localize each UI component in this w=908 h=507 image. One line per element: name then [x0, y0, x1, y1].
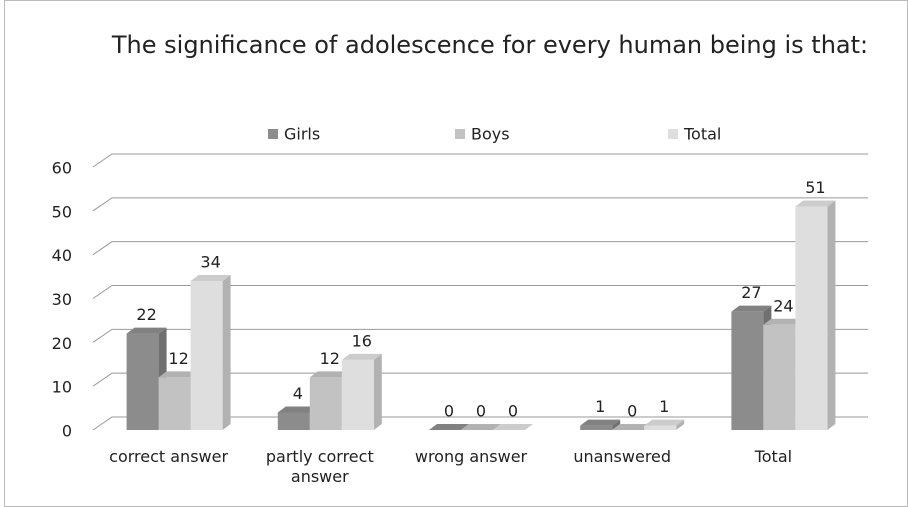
bar: [277, 412, 310, 430]
bar-side: [827, 200, 836, 430]
bar-top: [309, 371, 350, 378]
y-tick-label: 0: [62, 422, 72, 441]
grid-line: [92, 197, 868, 212]
value-label: 1: [595, 397, 605, 416]
value-label: 4: [293, 384, 303, 403]
y-tick-label: 10: [52, 378, 72, 397]
y-tick-label: 30: [52, 290, 72, 309]
legend-label: Total: [683, 125, 721, 144]
bar-top: [461, 424, 501, 430]
bar-top: [277, 406, 318, 413]
x-tick-label: Total: [754, 447, 793, 466]
bar-top: [126, 327, 167, 334]
value-label: 51: [805, 178, 825, 197]
value-label: 0: [627, 402, 637, 421]
bar: [190, 280, 223, 430]
bar-top: [158, 371, 199, 378]
legend-swatch: [455, 129, 465, 139]
legend-label: Boys: [471, 125, 510, 144]
bar: [309, 377, 342, 430]
y-tick-label: 50: [52, 202, 72, 221]
bar-side: [612, 419, 621, 430]
bar: [341, 359, 374, 430]
bar-top: [493, 424, 533, 430]
y-tick-label: 20: [52, 334, 72, 353]
grid-line: [92, 416, 868, 431]
bar-side: [676, 419, 685, 430]
bar-top: [644, 419, 685, 426]
chart-title: The significance of adolescence for ever…: [111, 31, 868, 59]
grid-line: [92, 285, 868, 299]
bar-top: [341, 353, 382, 360]
value-label: 0: [508, 402, 518, 421]
bar: [158, 377, 191, 430]
grid-line: [92, 328, 868, 343]
legend-swatch: [268, 129, 278, 139]
bar: [731, 311, 764, 430]
x-tick-label: unanswered: [573, 447, 672, 466]
value-label: 16: [352, 331, 372, 350]
bar-top: [429, 424, 469, 430]
value-label: 27: [741, 283, 761, 302]
value-label: 0: [444, 402, 454, 421]
bar-top: [580, 419, 621, 426]
bar-side: [222, 274, 231, 430]
bar-top: [190, 274, 231, 281]
bar: [763, 324, 796, 430]
bar-top: [763, 318, 804, 325]
grid-line: [92, 153, 868, 168]
legend-swatch: [668, 129, 678, 139]
x-tick-label: wrong answer: [414, 447, 528, 466]
y-tick-label: 40: [52, 246, 72, 265]
x-tick-label: partly correct answer: [265, 447, 374, 486]
bar-top: [612, 424, 653, 430]
legend-label: Girls: [284, 125, 320, 144]
bar: [795, 206, 828, 430]
value-label: 0: [476, 402, 486, 421]
value-label: 1: [659, 397, 669, 416]
value-label: 24: [773, 296, 793, 315]
value-label: 12: [320, 349, 340, 368]
grid-line: [92, 241, 868, 256]
bar: [126, 333, 159, 430]
bar-top: [795, 200, 836, 207]
frame: [4, 0, 908, 507]
y-tick-label: 60: [52, 159, 72, 178]
value-label: 22: [136, 305, 156, 324]
grid-line: [92, 372, 868, 387]
bar: [644, 425, 677, 430]
bar: [580, 425, 613, 430]
x-tick-label: correct answer: [109, 447, 229, 466]
bar-top: [731, 305, 772, 312]
value-label: 34: [200, 252, 220, 271]
value-label: 12: [168, 349, 188, 368]
bar-side: [373, 353, 382, 430]
